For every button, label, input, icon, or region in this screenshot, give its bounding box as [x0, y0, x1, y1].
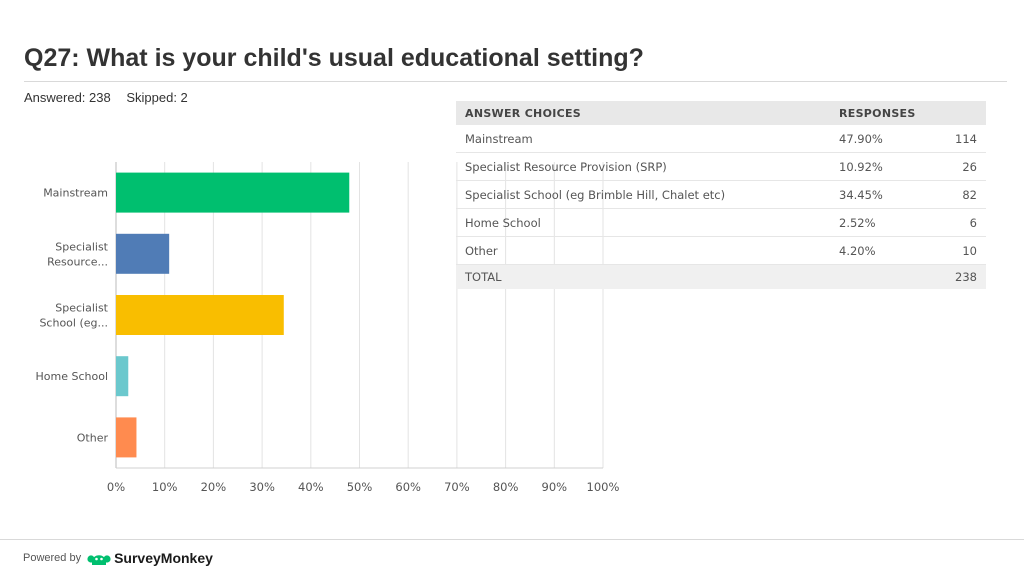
page-title: Q27: What is your child's usual educatio… — [24, 44, 644, 72]
table-header-row: ANSWER CHOICES RESPONSES — [456, 101, 986, 125]
x-tick-label: 10% — [152, 480, 178, 494]
surveymonkey-logo-icon — [87, 555, 111, 565]
x-tick-label: 50% — [347, 480, 373, 494]
category-label-line: Mainstream — [43, 187, 108, 200]
category-label: Home School — [36, 370, 109, 383]
count-cell: 82 — [928, 180, 986, 209]
x-tick-label: 90% — [542, 480, 568, 494]
percent-cell: 10.92% — [830, 152, 928, 181]
x-tick-label: 80% — [493, 480, 519, 494]
x-tick-label: 60% — [395, 480, 421, 494]
table-row: Specialist Resource Provision (SRP) 10.9… — [456, 152, 986, 181]
count-cell: 26 — [928, 152, 986, 181]
x-tick-label: 70% — [444, 480, 470, 494]
footer-divider — [0, 539, 1024, 540]
bar — [116, 356, 129, 397]
category-label: Other — [77, 431, 109, 444]
percent-cell: 4.20% — [830, 236, 928, 265]
table-row: Home School 2.52% 6 — [456, 208, 986, 237]
surveymonkey-logo: SurveyMonkey — [87, 550, 213, 566]
table-row: Mainstream 47.90% 114 — [456, 125, 986, 153]
x-tick-label: 20% — [201, 480, 227, 494]
category-label: Specialist Resource... — [47, 240, 109, 268]
count-cell: 114 — [928, 125, 986, 153]
category-label-line: Specialist — [55, 302, 108, 315]
answered-count: Answered: 238 — [24, 90, 111, 105]
count-cell: 6 — [928, 208, 986, 237]
choice-cell: Home School — [456, 208, 830, 237]
response-stats: Answered: 238 Skipped: 2 — [24, 90, 200, 105]
category-label-line: Other — [77, 431, 109, 444]
powered-by-label: Powered by — [23, 552, 82, 564]
title-divider — [24, 81, 1007, 82]
category-label: Specialist School (eg... — [39, 302, 108, 330]
choice-cell: Specialist Resource Provision (SRP) — [456, 152, 830, 181]
total-count: 238 — [928, 264, 986, 289]
category-label-line: School (eg... — [39, 317, 108, 330]
x-tick-label: 0% — [107, 480, 125, 494]
answer-choices-header: ANSWER CHOICES — [456, 101, 830, 125]
table-total-row: TOTAL 238 — [456, 264, 986, 289]
bar — [116, 417, 137, 458]
skipped-count: Skipped: 2 — [126, 90, 188, 105]
responses-header: RESPONSES — [830, 101, 986, 125]
percent-cell: 47.90% — [830, 125, 928, 153]
footer: Powered by SurveyMonkey — [23, 550, 213, 566]
x-tick-label: 40% — [298, 480, 324, 494]
percent-cell: 2.52% — [830, 208, 928, 237]
responses-table: ANSWER CHOICES RESPONSES Mainstream 47.9… — [456, 101, 986, 289]
choice-cell: Other — [456, 236, 830, 265]
table-row: Other 4.20% 10 — [456, 236, 986, 265]
x-tick-label: 30% — [249, 480, 275, 494]
choice-cell: Specialist School (eg Brimble Hill, Chal… — [456, 180, 830, 209]
bar-chart: 0% 10% 20% 30% 40% 50% 60% 70% 80% 90% 100% Mainstr… — [36, 162, 620, 494]
category-label-line: Specialist — [55, 240, 108, 253]
x-tick-label: 100% — [587, 480, 620, 494]
bar — [116, 172, 350, 213]
count-cell: 10 — [928, 236, 986, 265]
brand-name: SurveyMonkey — [114, 550, 213, 566]
category-label-line: Home School — [36, 370, 109, 383]
table-row: Specialist School (eg Brimble Hill, Chal… — [456, 180, 986, 209]
total-spacer — [830, 264, 928, 289]
category-label: Mainstream — [43, 187, 108, 200]
choice-cell: Mainstream — [456, 125, 830, 153]
bar — [116, 233, 170, 274]
percent-cell: 34.45% — [830, 180, 928, 209]
total-label: TOTAL — [456, 264, 830, 289]
bar — [116, 295, 284, 335]
category-label-line: Resource... — [47, 255, 108, 268]
